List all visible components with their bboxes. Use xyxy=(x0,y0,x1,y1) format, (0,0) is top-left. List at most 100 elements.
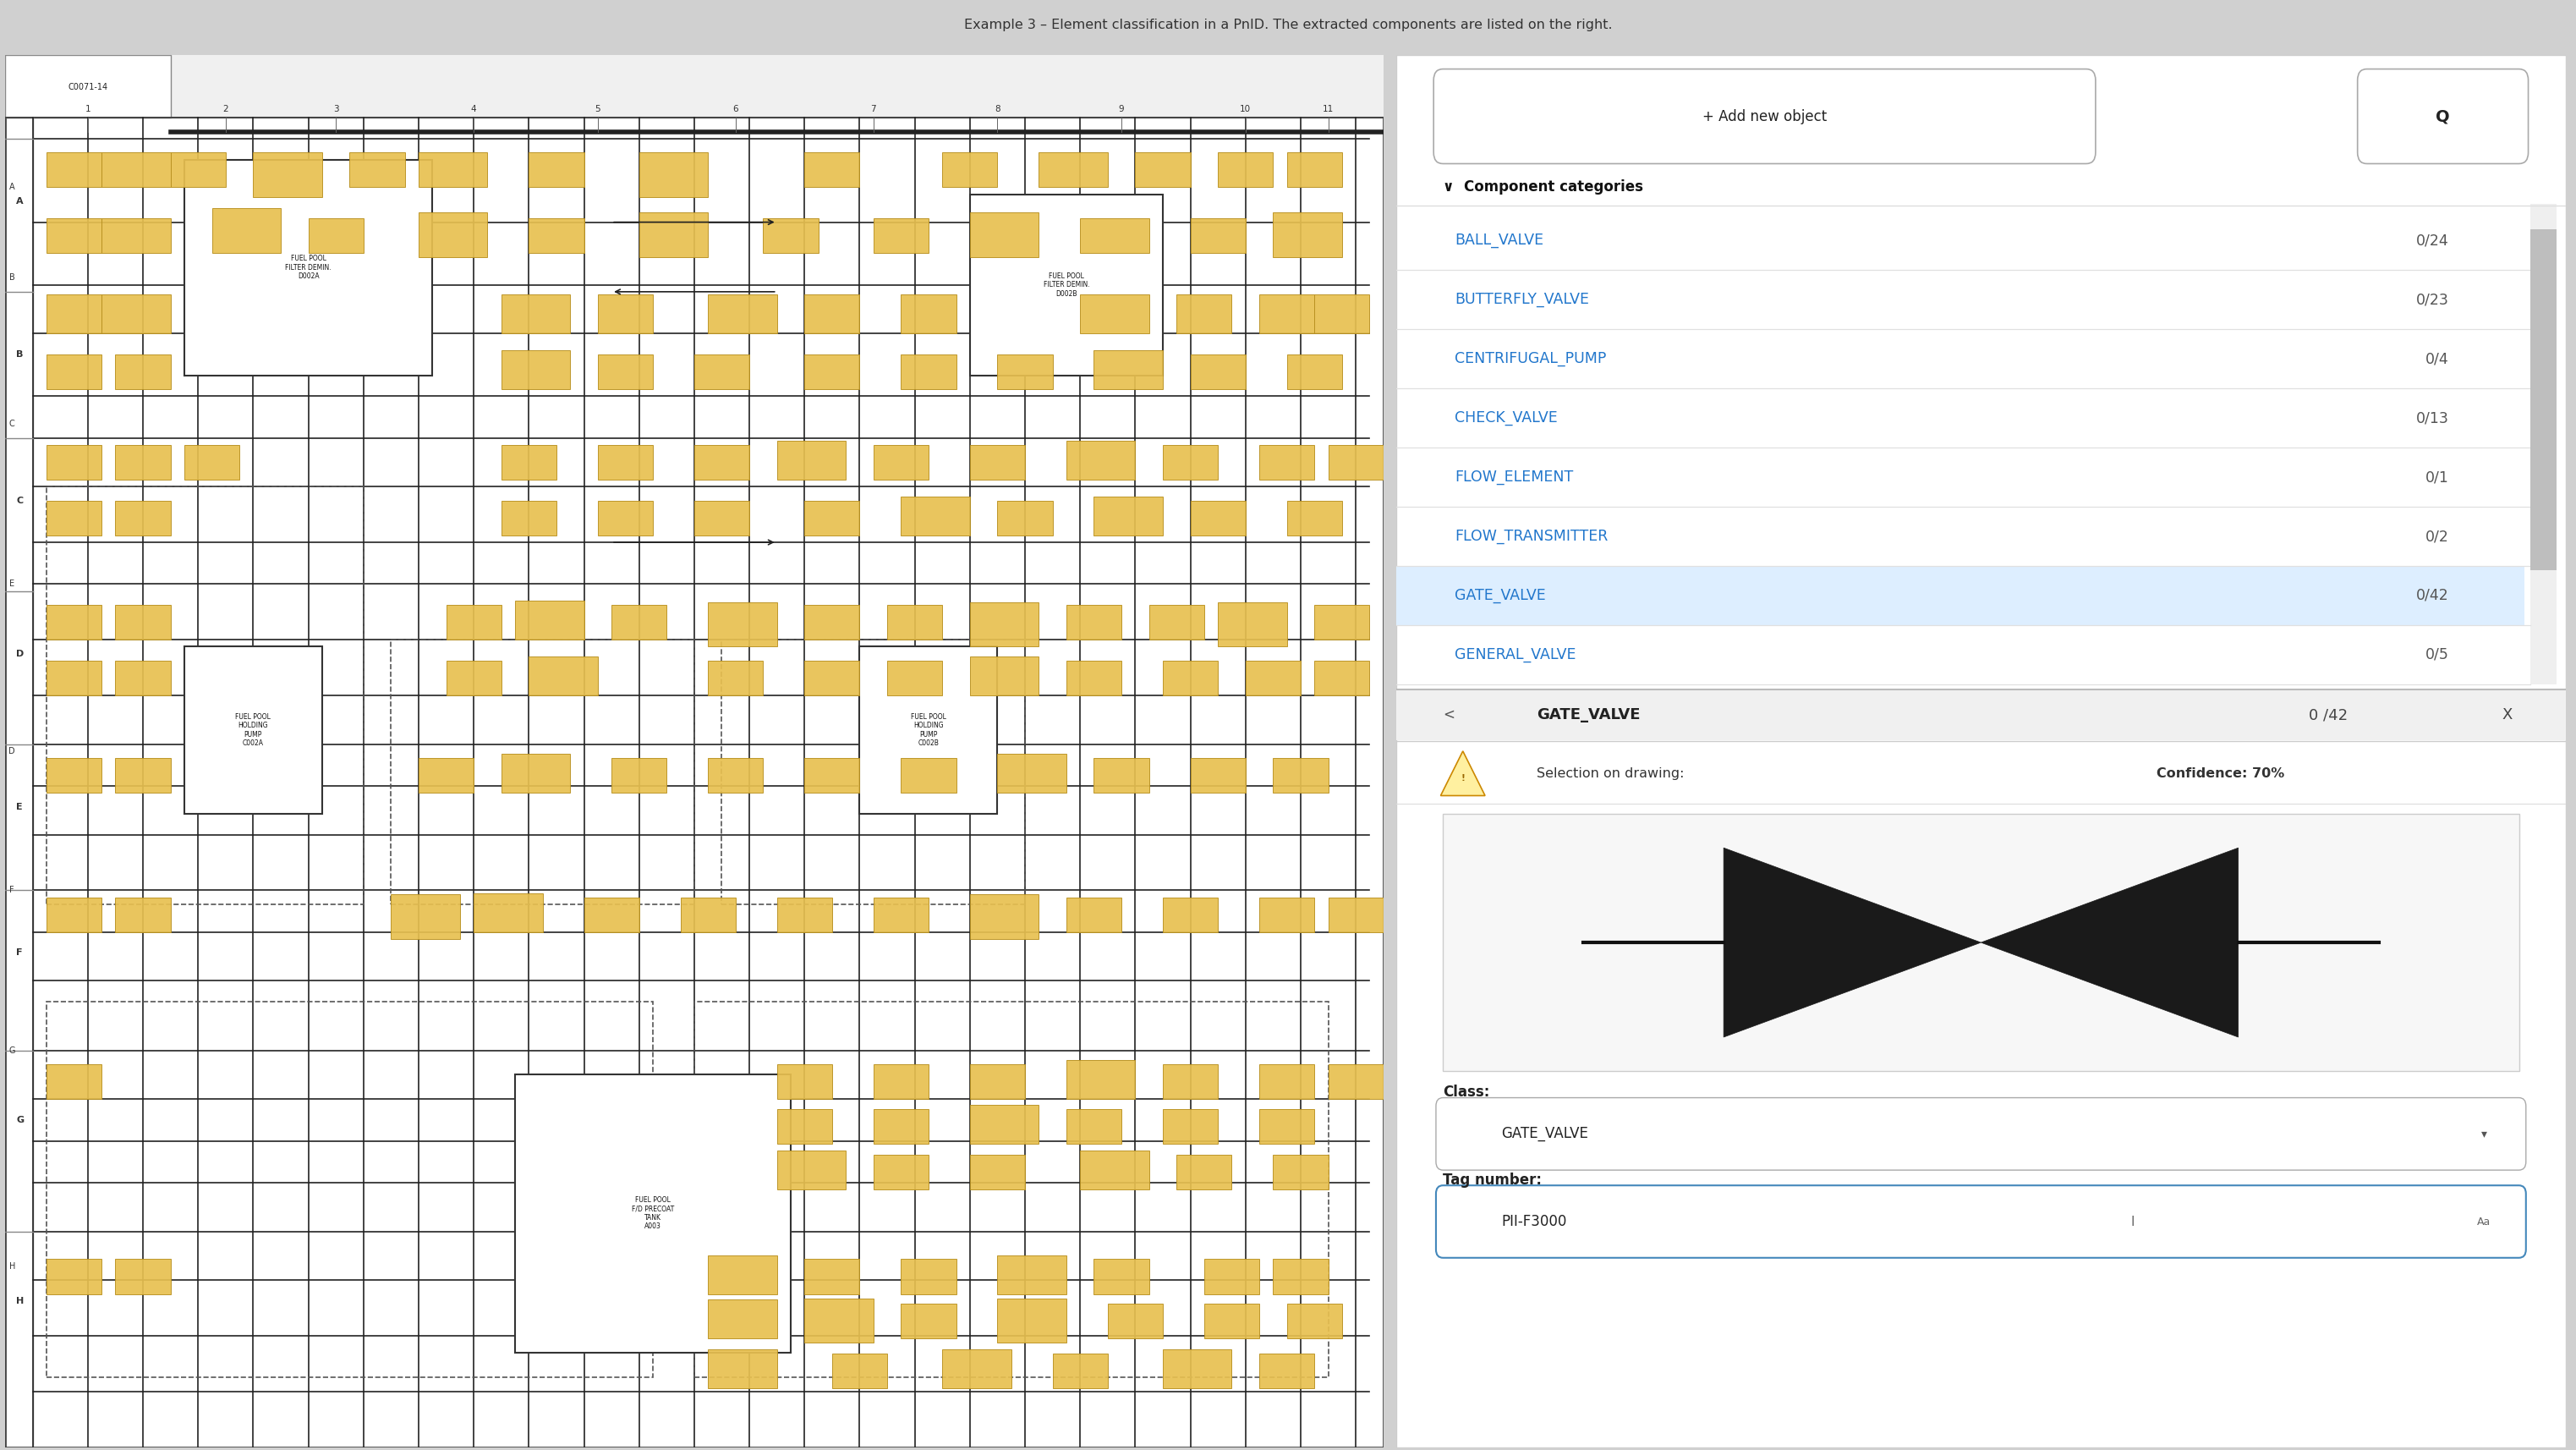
FancyBboxPatch shape xyxy=(2530,229,2555,570)
FancyBboxPatch shape xyxy=(1273,212,1342,257)
FancyBboxPatch shape xyxy=(902,496,971,535)
FancyBboxPatch shape xyxy=(1203,1304,1260,1338)
FancyBboxPatch shape xyxy=(943,1350,1012,1389)
FancyBboxPatch shape xyxy=(1066,1109,1121,1144)
Text: G: G xyxy=(15,1115,23,1124)
FancyBboxPatch shape xyxy=(804,758,860,793)
FancyBboxPatch shape xyxy=(116,758,170,793)
Text: F: F xyxy=(15,948,23,957)
FancyBboxPatch shape xyxy=(2357,70,2527,164)
FancyBboxPatch shape xyxy=(969,1105,1038,1144)
FancyBboxPatch shape xyxy=(1066,441,1136,480)
FancyBboxPatch shape xyxy=(1329,1064,1383,1099)
Text: 10: 10 xyxy=(1239,106,1252,113)
FancyBboxPatch shape xyxy=(46,1064,100,1099)
FancyBboxPatch shape xyxy=(804,500,860,535)
FancyBboxPatch shape xyxy=(1396,55,2566,1447)
FancyBboxPatch shape xyxy=(1095,1259,1149,1293)
FancyBboxPatch shape xyxy=(502,445,556,480)
FancyBboxPatch shape xyxy=(902,1304,956,1338)
Text: 1: 1 xyxy=(85,106,90,113)
FancyBboxPatch shape xyxy=(474,893,544,932)
FancyBboxPatch shape xyxy=(46,898,100,932)
FancyBboxPatch shape xyxy=(1273,1154,1329,1189)
Text: F: F xyxy=(10,886,15,895)
FancyBboxPatch shape xyxy=(116,500,170,535)
FancyBboxPatch shape xyxy=(1079,217,1149,252)
Text: FUEL POOL
HOLDING
PUMP
C002A: FUEL POOL HOLDING PUMP C002A xyxy=(234,713,270,747)
FancyBboxPatch shape xyxy=(1288,500,1342,535)
Text: FUEL POOL
F/D PRECOAT
TANK
A003: FUEL POOL F/D PRECOAT TANK A003 xyxy=(631,1196,675,1230)
Text: GATE_VALVE: GATE_VALVE xyxy=(1502,1127,1589,1141)
FancyBboxPatch shape xyxy=(886,605,943,639)
FancyBboxPatch shape xyxy=(1260,898,1314,932)
FancyBboxPatch shape xyxy=(1288,1304,1342,1338)
FancyBboxPatch shape xyxy=(902,758,956,793)
FancyBboxPatch shape xyxy=(1177,294,1231,334)
FancyBboxPatch shape xyxy=(185,445,240,480)
FancyBboxPatch shape xyxy=(693,500,750,535)
Text: + Add new object: + Add new object xyxy=(1703,109,1826,123)
FancyBboxPatch shape xyxy=(46,217,100,252)
FancyBboxPatch shape xyxy=(902,354,956,389)
FancyBboxPatch shape xyxy=(1329,898,1383,932)
FancyBboxPatch shape xyxy=(1162,445,1218,480)
FancyBboxPatch shape xyxy=(902,1259,956,1293)
FancyBboxPatch shape xyxy=(708,294,778,334)
Text: 8: 8 xyxy=(994,106,999,113)
FancyBboxPatch shape xyxy=(46,294,100,334)
FancyBboxPatch shape xyxy=(502,351,569,389)
FancyBboxPatch shape xyxy=(417,212,487,257)
Text: 0/24: 0/24 xyxy=(2416,233,2450,248)
FancyBboxPatch shape xyxy=(886,661,943,696)
FancyBboxPatch shape xyxy=(585,898,639,932)
FancyBboxPatch shape xyxy=(528,217,585,252)
FancyBboxPatch shape xyxy=(639,212,708,257)
FancyBboxPatch shape xyxy=(804,605,860,639)
FancyBboxPatch shape xyxy=(708,1256,778,1293)
Text: 0/4: 0/4 xyxy=(2424,351,2450,367)
FancyBboxPatch shape xyxy=(46,605,100,639)
FancyBboxPatch shape xyxy=(997,1298,1066,1343)
FancyBboxPatch shape xyxy=(1218,602,1288,647)
FancyBboxPatch shape xyxy=(116,898,170,932)
Text: C: C xyxy=(10,419,15,428)
FancyBboxPatch shape xyxy=(598,354,652,389)
FancyBboxPatch shape xyxy=(5,55,1383,1447)
Text: CENTRIFUGAL_PUMP: CENTRIFUGAL_PUMP xyxy=(1455,351,1607,367)
FancyBboxPatch shape xyxy=(969,657,1038,696)
Text: 0/1: 0/1 xyxy=(2424,470,2450,484)
Text: ▾: ▾ xyxy=(2481,1128,2486,1140)
FancyBboxPatch shape xyxy=(1136,152,1190,187)
FancyBboxPatch shape xyxy=(1443,813,2519,1072)
Text: ∨  Component categories: ∨ Component categories xyxy=(1443,180,1643,194)
Text: GATE_VALVE: GATE_VALVE xyxy=(1455,587,1546,603)
Text: A: A xyxy=(15,197,23,206)
FancyBboxPatch shape xyxy=(350,152,404,187)
Text: B: B xyxy=(10,274,15,283)
FancyBboxPatch shape xyxy=(5,55,1383,117)
FancyBboxPatch shape xyxy=(997,1256,1066,1293)
Text: FUEL POOL
FILTER DEMIN.
D002B: FUEL POOL FILTER DEMIN. D002B xyxy=(1043,273,1090,297)
FancyBboxPatch shape xyxy=(2530,204,2555,684)
FancyBboxPatch shape xyxy=(185,160,433,376)
FancyBboxPatch shape xyxy=(116,445,170,480)
Text: Tag number:: Tag number: xyxy=(1443,1172,1543,1188)
Text: E: E xyxy=(10,580,15,589)
FancyBboxPatch shape xyxy=(804,152,860,187)
FancyBboxPatch shape xyxy=(693,445,750,480)
FancyBboxPatch shape xyxy=(969,895,1038,940)
FancyBboxPatch shape xyxy=(1079,294,1149,334)
FancyBboxPatch shape xyxy=(969,194,1162,376)
FancyBboxPatch shape xyxy=(598,445,652,480)
FancyBboxPatch shape xyxy=(1066,661,1121,696)
Text: Class:: Class: xyxy=(1443,1085,1489,1099)
Text: 9: 9 xyxy=(1118,106,1123,113)
FancyBboxPatch shape xyxy=(100,152,170,187)
Text: X: X xyxy=(2501,708,2512,722)
FancyBboxPatch shape xyxy=(1260,1354,1314,1389)
Text: 0/42: 0/42 xyxy=(2416,587,2450,603)
FancyBboxPatch shape xyxy=(170,152,227,187)
FancyBboxPatch shape xyxy=(1162,1109,1218,1144)
FancyBboxPatch shape xyxy=(1054,1354,1108,1389)
